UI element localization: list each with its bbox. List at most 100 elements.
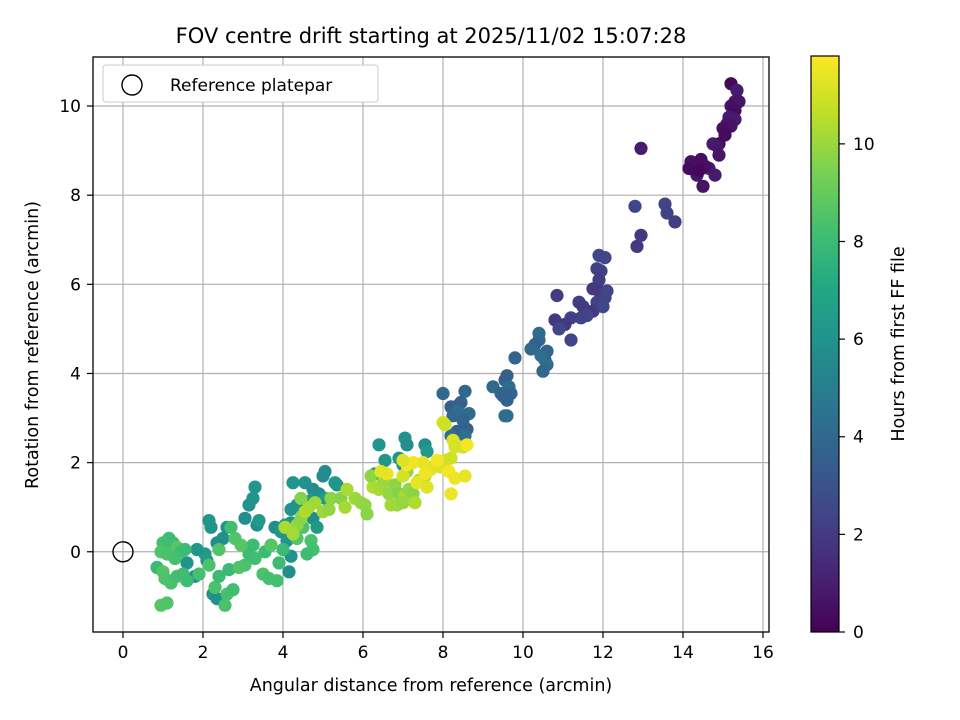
- data-point: [286, 527, 300, 541]
- data-point: [360, 507, 374, 521]
- data-point: [396, 496, 410, 510]
- legend-box: [102, 64, 379, 103]
- data-point: [190, 542, 204, 557]
- data-point: [596, 300, 610, 314]
- data-point: [272, 556, 286, 570]
- reference-platepar-marker: [112, 541, 134, 563]
- data-point: [192, 567, 206, 581]
- x-tick-label: 10: [512, 643, 534, 663]
- y-tick-label: 2: [70, 454, 81, 474]
- data-point: [564, 333, 578, 347]
- data-point: [410, 476, 424, 490]
- data-point: [458, 384, 472, 398]
- plot-frame: [92, 56, 770, 633]
- x-tick-label: 2: [198, 643, 209, 663]
- colorbar-ticks: 0 2 4 6 8 10: [839, 135, 875, 643]
- legend[interactable]: Reference platepar: [102, 64, 379, 103]
- colorbar-tick-label: 10: [853, 135, 875, 155]
- data-point: [634, 228, 648, 242]
- data-point: [310, 520, 324, 534]
- legend-reference-label: Reference platepar: [170, 76, 332, 96]
- data-point: [282, 565, 296, 579]
- x-tick-label: 16: [752, 643, 774, 663]
- data-point: [180, 574, 194, 588]
- data-point: [316, 469, 330, 483]
- data-point: [224, 520, 238, 534]
- y-tick-label: 0: [70, 543, 81, 563]
- data-point: [524, 342, 538, 356]
- data-point: [574, 311, 588, 325]
- data-point: [372, 438, 386, 452]
- data-point: [180, 556, 194, 570]
- x-tick-label: 12: [592, 643, 614, 663]
- x-tick-label: 0: [118, 643, 129, 663]
- data-point: [438, 418, 452, 432]
- data-point: [628, 199, 642, 213]
- x-tick-label: 4: [278, 643, 289, 663]
- data-point: [696, 179, 710, 193]
- data-point: [212, 542, 226, 557]
- data-point: [444, 487, 458, 501]
- data-point: [536, 364, 550, 378]
- data-point: [630, 239, 644, 253]
- x-tick-label: 8: [438, 643, 449, 663]
- data-point: [322, 502, 336, 516]
- data-point: [712, 148, 726, 162]
- colorbar-tick-label: 0: [853, 623, 864, 643]
- y-tick-label: 6: [70, 275, 81, 295]
- data-point: [420, 444, 434, 459]
- data-point: [430, 453, 444, 467]
- data-point: [178, 542, 192, 557]
- colorbar-tick-label: 4: [853, 428, 864, 448]
- data-point: [208, 580, 222, 595]
- data-point: [550, 288, 564, 303]
- data-point: [378, 453, 392, 467]
- data-point: [300, 547, 314, 561]
- colorbar-tick-label: 8: [853, 232, 864, 252]
- y-axis-label: Rotation from reference (arcmin): [23, 201, 43, 489]
- data-point: [324, 491, 338, 505]
- legend-reference-marker: [121, 74, 143, 96]
- data-point: [660, 206, 674, 220]
- colorbar-tick-label: 2: [853, 525, 864, 545]
- data-point: [364, 469, 378, 483]
- data-point: [202, 558, 216, 572]
- data-point: [248, 480, 262, 494]
- data-point: [730, 83, 744, 97]
- data-point: [204, 520, 218, 534]
- data-point: [408, 496, 422, 510]
- data-point: [228, 531, 242, 546]
- data-point: [276, 542, 290, 557]
- data-point: [590, 262, 604, 276]
- data-point: [508, 351, 522, 365]
- y-tick-label: 10: [59, 97, 81, 117]
- data-point: [222, 563, 236, 577]
- data-points: [150, 77, 746, 612]
- data-point: [338, 500, 352, 514]
- data-point: [444, 451, 458, 465]
- data-point: [340, 482, 354, 496]
- data-point: [160, 596, 174, 610]
- data-point: [252, 514, 266, 528]
- data-point: [284, 502, 298, 516]
- data-point: [238, 558, 252, 572]
- data-point: [374, 464, 388, 479]
- data-point: [682, 161, 696, 175]
- colorbar-label: Hours from first FF file: [889, 246, 909, 441]
- data-point: [226, 583, 240, 597]
- colorbar-tick-label: 6: [853, 330, 864, 350]
- x-axis-label: Angular distance from reference (arcmin): [250, 676, 613, 696]
- data-point: [212, 569, 226, 583]
- data-point: [460, 438, 474, 452]
- reference-layer: [112, 541, 134, 563]
- data-point: [396, 469, 410, 483]
- data-point: [552, 322, 566, 336]
- data-point: [270, 574, 284, 588]
- y-axis-ticks: 0 2 4 6 8 10: [59, 97, 93, 563]
- data-point: [308, 496, 322, 510]
- y-tick-label: 8: [70, 186, 81, 206]
- data-point: [692, 164, 706, 178]
- x-tick-label: 6: [358, 643, 369, 663]
- data-point: [294, 491, 308, 505]
